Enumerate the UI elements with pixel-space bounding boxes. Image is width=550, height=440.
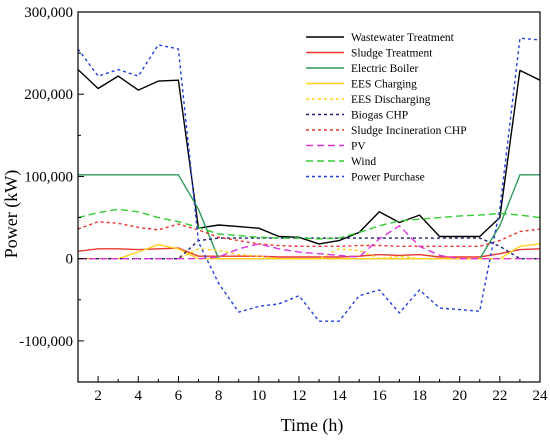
x-tick-label: 6 bbox=[175, 388, 183, 404]
legend-label-3: EES Charging bbox=[351, 79, 417, 91]
series-line-1 bbox=[78, 247, 540, 258]
y-tick-label: 200,000 bbox=[24, 87, 73, 103]
x-tick-label: 16 bbox=[372, 388, 388, 404]
series-line-0 bbox=[78, 69, 540, 245]
plot-area bbox=[78, 37, 540, 322]
x-tick-label: 12 bbox=[291, 388, 306, 404]
legend-label-7: PV bbox=[351, 141, 366, 153]
legend-label-6: Sludge Incineration CHP bbox=[351, 125, 467, 137]
y-tick-label: 100,000 bbox=[24, 169, 73, 185]
series-line-6 bbox=[78, 220, 540, 248]
legend-label-8: Wind bbox=[351, 156, 376, 168]
x-tick-label: 22 bbox=[492, 388, 507, 404]
legend-label-1: Sludge Treatment bbox=[351, 48, 433, 60]
series-line-8 bbox=[78, 208, 540, 240]
legend-label-5: Biogas CHP bbox=[351, 110, 408, 122]
x-axis-title: Time (h) bbox=[281, 415, 344, 436]
x-tick-label: 14 bbox=[332, 388, 348, 404]
x-tick-label: 20 bbox=[452, 388, 467, 404]
legend-label-2: Electric Boiler bbox=[351, 63, 419, 75]
y-axis-title: Power (kW) bbox=[1, 170, 22, 258]
x-tick-label: 24 bbox=[533, 388, 549, 404]
y-tick-label: 0 bbox=[66, 252, 74, 268]
x-tick-label: 10 bbox=[251, 388, 266, 404]
x-tick-label: 8 bbox=[215, 388, 223, 404]
y-tick-label: 300,000 bbox=[24, 5, 73, 21]
series-line-7 bbox=[78, 225, 540, 260]
x-tick-label: 4 bbox=[135, 388, 143, 404]
series-line-5 bbox=[78, 237, 540, 260]
legend: Wastewater Treatment Sludge Treatment Elec… bbox=[306, 32, 467, 184]
x-tick-label: 18 bbox=[412, 388, 427, 404]
legend-label-4: EES Discharging bbox=[351, 94, 431, 106]
legend-label-0: Wastewater Treatment bbox=[351, 32, 455, 44]
plot-frame bbox=[77, 11, 541, 383]
y-tick-label: -100,000 bbox=[19, 334, 73, 350]
legend-label-9: Power Purchase bbox=[351, 172, 425, 184]
axes: 2 4 6 8 10 12 14 16 18 20 22 24-100,0000100,000200,… bbox=[19, 5, 548, 404]
x-tick-label: 2 bbox=[94, 388, 102, 404]
series-line-9 bbox=[78, 37, 540, 322]
